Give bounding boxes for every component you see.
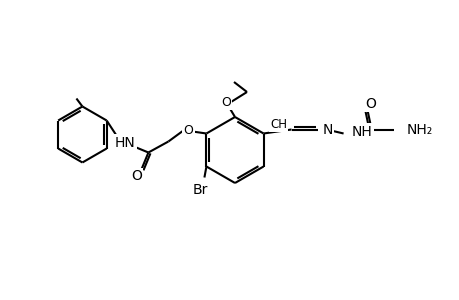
Text: NH: NH — [351, 124, 371, 139]
Text: N: N — [322, 122, 332, 136]
Text: O: O — [183, 124, 193, 137]
Text: HN: HN — [115, 136, 135, 149]
Text: O: O — [131, 169, 141, 184]
Text: NH₂: NH₂ — [406, 122, 432, 136]
Text: O: O — [364, 97, 375, 110]
Text: Br: Br — [192, 182, 207, 197]
Text: O: O — [221, 95, 230, 109]
Text: CH: CH — [269, 118, 286, 131]
